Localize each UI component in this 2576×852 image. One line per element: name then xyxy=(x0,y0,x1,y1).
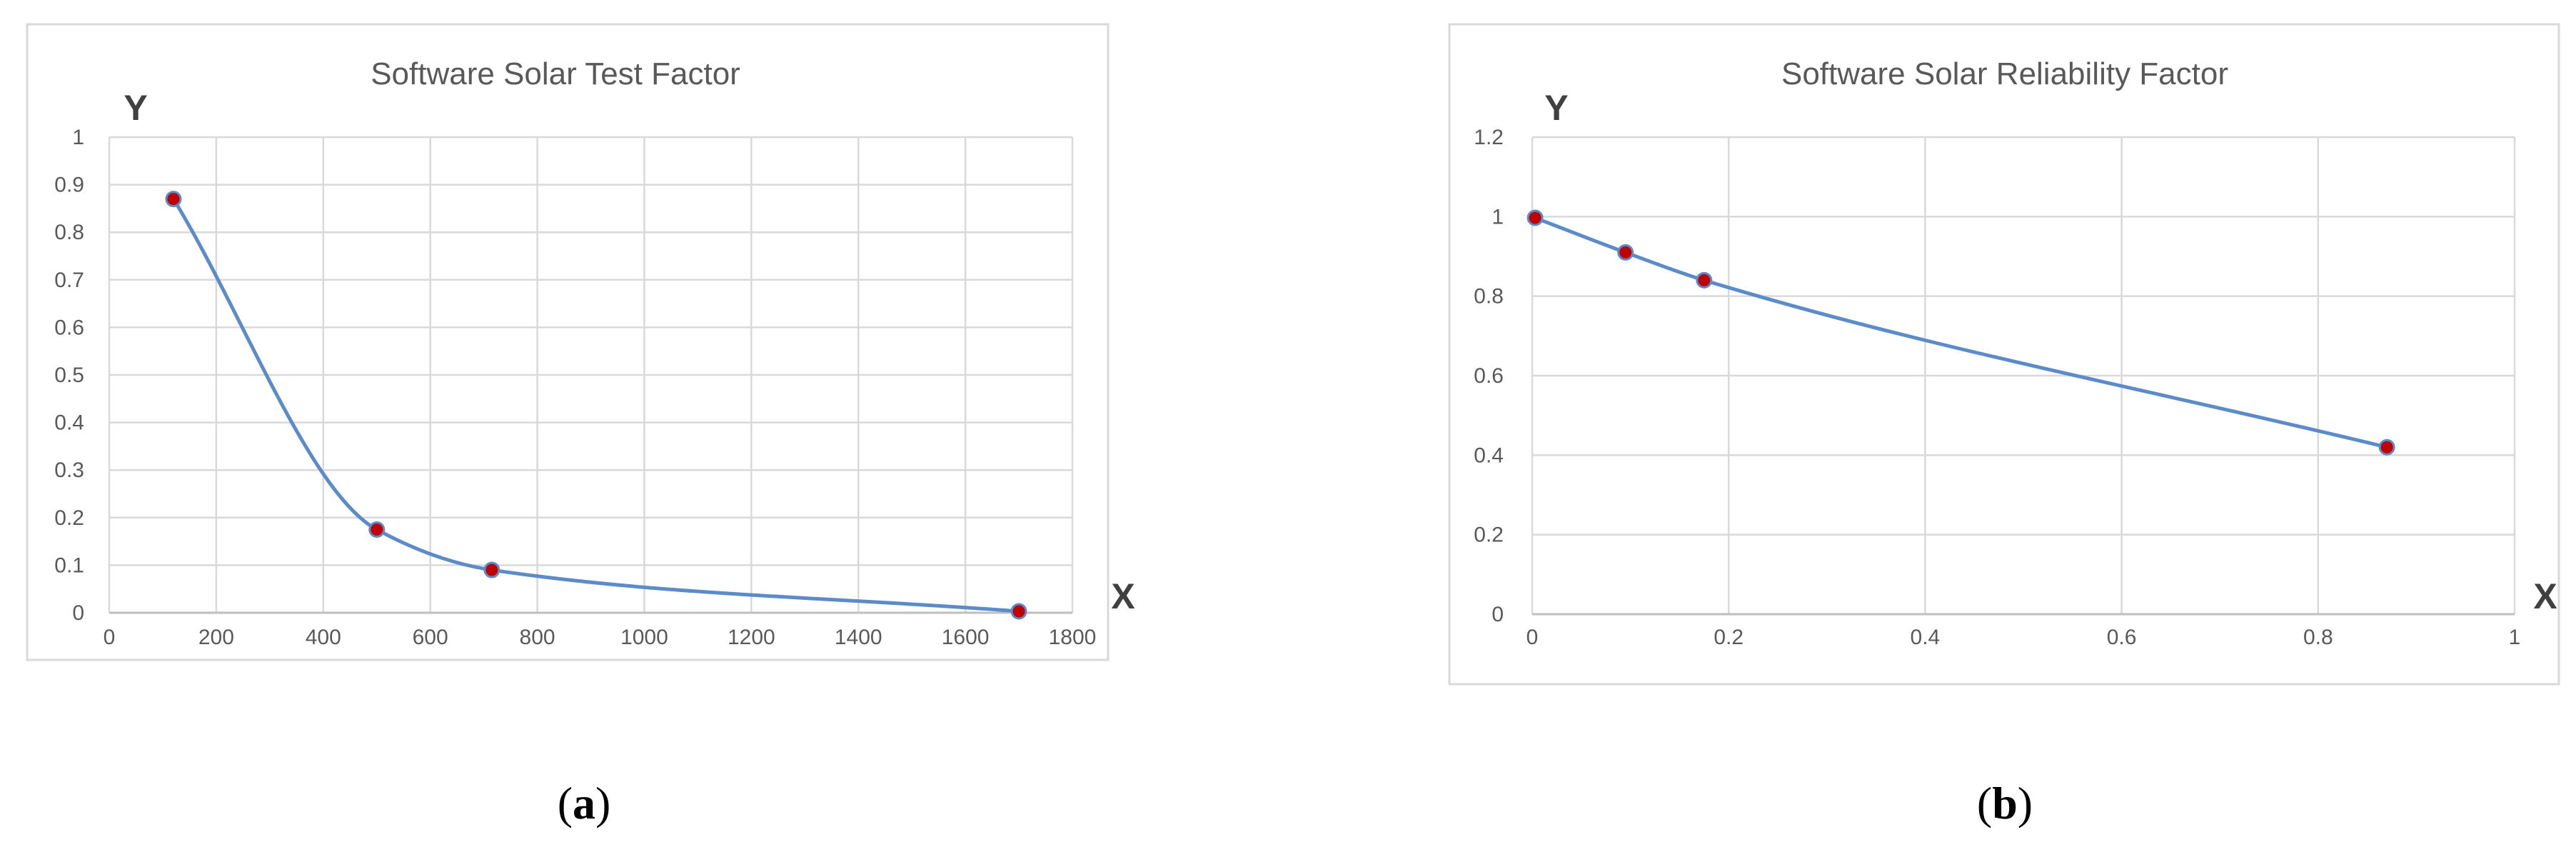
x-tick-label: 0 xyxy=(104,626,116,649)
y-tick-label: 0.4 xyxy=(54,411,84,435)
data-point xyxy=(368,521,386,538)
data-point xyxy=(483,561,500,578)
y-axis-label: Y xyxy=(124,88,147,128)
y-tick-label: 0.6 xyxy=(54,316,84,339)
caption-letter: a xyxy=(573,778,595,828)
y-tick-label: 0.8 xyxy=(54,221,84,244)
data-point xyxy=(1617,244,1634,261)
y-tick-label: 1 xyxy=(1491,205,1504,229)
chart-frame xyxy=(1448,23,2560,686)
y-tick-label: 0.7 xyxy=(54,269,84,292)
data-point xyxy=(1010,603,1027,620)
y-tick-label: 0.5 xyxy=(54,364,84,387)
x-tick-label: 1200 xyxy=(728,626,775,649)
x-tick-label: 200 xyxy=(198,626,234,649)
caption-close-paren: ) xyxy=(2018,778,2033,828)
x-tick-label: 800 xyxy=(520,626,555,649)
panel-caption: (b) xyxy=(1977,778,2033,828)
x-tick-label: 0.8 xyxy=(2303,626,2333,649)
x-tick-label: 1400 xyxy=(835,626,882,649)
y-tick-label: 0.2 xyxy=(54,506,84,530)
y-tick-label: 0.1 xyxy=(54,553,84,577)
x-tick-label: 0.4 xyxy=(1911,626,1941,649)
panel-caption: (a) xyxy=(558,778,611,828)
x-tick-label: 1600 xyxy=(942,626,990,649)
x-axis-label: X xyxy=(2533,576,2557,616)
chart-title: Software Solar Test Factor xyxy=(371,56,740,91)
x-tick-label: 400 xyxy=(306,626,341,649)
data-point xyxy=(1696,271,1713,289)
y-tick-label: 0.9 xyxy=(54,174,84,197)
y-tick-label: 0.6 xyxy=(1474,364,1504,388)
y-tick-label: 0 xyxy=(1491,603,1504,626)
caption-letter: b xyxy=(1992,778,2018,828)
chart-a: 0 0.1 0.2 0.3 0.4 0.5 0.6 0.7 0.8 0.9 1 0 200 400 600 8… xyxy=(26,23,1135,828)
y-tick-label: 0 xyxy=(72,601,84,625)
chart-b: 0 0.2 0.4 0.6 0.8 1 1.2 0 0.2 0.4 0.6 0.8 1 Software … xyxy=(1448,23,2560,828)
chart-title: Software Solar Reliability Factor xyxy=(1781,56,2228,91)
x-tick-label: 1000 xyxy=(620,626,668,649)
y-axis-label: Y xyxy=(1544,88,1568,128)
x-tick-label: 1 xyxy=(2509,626,2521,649)
x-tick-label: 600 xyxy=(413,626,448,649)
x-axis-label: X xyxy=(1111,576,1134,616)
series-line xyxy=(1534,216,2388,449)
caption-open-paren: ( xyxy=(558,778,573,828)
x-tick-label: 0.6 xyxy=(2107,626,2137,649)
y-tick-label: 0.2 xyxy=(1474,523,1504,547)
y-tick-label: 0.8 xyxy=(1474,285,1504,309)
x-tick-label: 1800 xyxy=(1049,626,1097,649)
caption-open-paren: ( xyxy=(1977,778,1992,828)
x-tick-label: 0 xyxy=(1526,626,1539,649)
y-tick-label: 0.3 xyxy=(54,458,84,482)
chart-frame xyxy=(26,23,1110,661)
x-tick-label: 0.2 xyxy=(1714,626,1744,649)
y-tick-label: 1.2 xyxy=(1474,126,1504,149)
y-tick-label: 0.4 xyxy=(1474,443,1504,467)
data-point xyxy=(2378,438,2395,456)
caption-close-paren: ) xyxy=(595,778,610,828)
y-tick-label: 1 xyxy=(72,126,84,149)
data-point xyxy=(1526,209,1544,226)
data-point xyxy=(165,191,182,208)
series-line xyxy=(171,198,1020,613)
